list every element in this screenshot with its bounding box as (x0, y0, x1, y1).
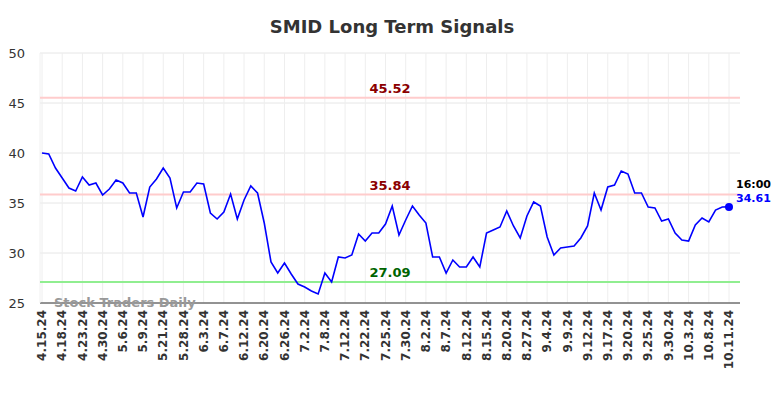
y-tick-label: 30 (8, 246, 25, 261)
chart: SMID Long Term Signals 25 30 35 40 45 50 4.15.2… (0, 0, 784, 398)
y-axis (40, 53, 41, 303)
grid-line-x (648, 53, 649, 303)
x-tick-label: 10.11.24 (722, 310, 736, 369)
grid-line-x (122, 53, 123, 303)
x-tick-label: 5.9.24 (136, 310, 150, 353)
grid-line-x (607, 53, 608, 303)
x-tick-label: 4.15.24 (35, 310, 49, 361)
x-tick-label: 9.12.24 (581, 310, 595, 361)
x-tick-label: 7.25.24 (379, 310, 393, 361)
x-tick-label: 9.9.24 (561, 310, 575, 353)
grid-line-x (183, 53, 184, 303)
reference-line (40, 97, 740, 99)
reference-line (40, 194, 740, 196)
grid-line-x (223, 53, 224, 303)
grid-line-x (627, 53, 628, 303)
x-tick-label: 8.20.24 (500, 310, 514, 361)
y-tick-label: 35 (8, 196, 25, 211)
x-tick-label: 7.8.24 (318, 310, 332, 353)
grid-line-x (486, 53, 487, 303)
x-tick-label: 4.30.24 (96, 310, 110, 361)
last-time: 16:00 (736, 178, 771, 191)
plot-area (40, 98, 740, 294)
x-tick-label: 8.2.24 (419, 310, 433, 353)
x-tick-label: 5.6.24 (116, 310, 130, 353)
grid-line-x (324, 53, 325, 303)
grid-line-x (102, 53, 103, 303)
x-tick-label: 4.18.24 (55, 310, 69, 361)
x-tick-label: 7.30.24 (399, 310, 413, 361)
grid-line-x (203, 53, 204, 303)
reference-label: 45.52 (369, 81, 410, 96)
y-tick-label: 50 (8, 46, 25, 61)
grid-line-x (567, 53, 568, 303)
x-tick-label: 8.7.24 (439, 310, 453, 353)
x-tick-label: 5.28.24 (177, 310, 191, 361)
x-tick-label: 8.27.24 (520, 310, 534, 361)
grid-line-x (42, 53, 43, 303)
grid-line-x (587, 53, 588, 303)
last-value: 34.61 (736, 192, 771, 205)
x-tick-label: 9.17.24 (601, 310, 615, 361)
grid-line-x (729, 53, 730, 303)
grid-line-x (446, 53, 447, 303)
x-tick-label: 6.3.24 (197, 310, 211, 353)
grid-line-x (668, 53, 669, 303)
grid-line-x (244, 53, 245, 303)
reference-line (40, 281, 740, 283)
x-tick-label: 9.4.24 (540, 310, 554, 353)
x-tick-label: 10.8.24 (702, 310, 716, 361)
grid-line (40, 253, 740, 254)
grid-line (40, 203, 740, 204)
grid-line-x (688, 53, 689, 303)
grid-line (40, 103, 740, 104)
y-tick-label: 25 (8, 296, 25, 311)
watermark: Stock Traders Daily (54, 295, 196, 310)
x-tick-label: 8.12.24 (460, 310, 474, 361)
x-tick-label: 4.23.24 (76, 310, 90, 361)
x-tick-label: 9.30.24 (662, 310, 676, 361)
grid-line-x (304, 53, 305, 303)
grid-line-x (506, 53, 507, 303)
grid-line-x (425, 53, 426, 303)
series-line (42, 153, 729, 294)
x-tick-label: 6.12.24 (237, 310, 251, 361)
x-tick-label: 5.21.24 (156, 310, 170, 361)
x-tick-label: 8.15.24 (480, 310, 494, 361)
grid-line-x (708, 53, 709, 303)
title: SMID Long Term Signals (270, 16, 514, 37)
grid-line-x (284, 53, 285, 303)
x-tick-label: 10.3.24 (682, 310, 696, 361)
grid-line-x (143, 53, 144, 303)
grid-line (40, 53, 740, 54)
x-tick-label: 7.22.24 (358, 310, 372, 361)
x-tick-label: 6.26.24 (278, 310, 292, 361)
x-tick-label: 6.20.24 (257, 310, 271, 361)
reference-label: 35.84 (369, 178, 410, 193)
y-tick-label: 40 (8, 146, 25, 161)
x-tick-label: 9.25.24 (641, 310, 655, 361)
grid-line-x (264, 53, 265, 303)
x-tick-label: 6.7.24 (217, 310, 231, 353)
last-point (725, 203, 733, 211)
grid-line-x (547, 53, 548, 303)
grid-line-x (526, 53, 527, 303)
grid-line-x (365, 53, 366, 303)
reference-label: 27.09 (369, 265, 410, 280)
y-tick-label: 45 (8, 96, 25, 111)
grid-line (40, 153, 740, 154)
grid-line-x (345, 53, 346, 303)
grid-line-x (163, 53, 164, 303)
x-tick-label: 7.2.24 (298, 310, 312, 353)
x-tick-label: 7.12.24 (338, 310, 352, 361)
x-tick-label: 9.20.24 (621, 310, 635, 361)
